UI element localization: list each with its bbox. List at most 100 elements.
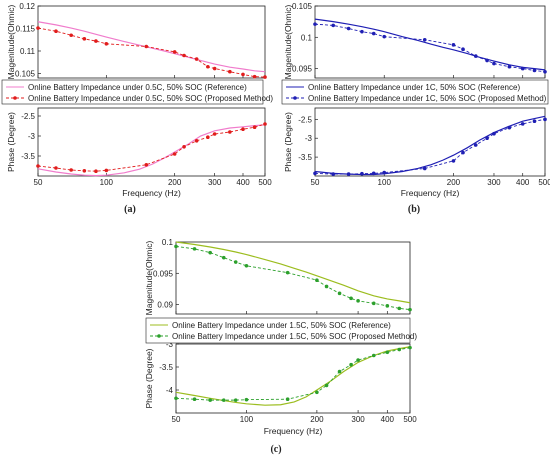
y-tick-label: -3 — [28, 132, 36, 141]
x-tick-label: 400 — [516, 178, 530, 187]
data-point — [244, 397, 249, 402]
data-point — [451, 43, 456, 47]
data-point — [492, 61, 496, 66]
chart-caption: (a) — [124, 204, 136, 215]
y-tick-label: 0.095 — [292, 65, 313, 74]
data-point — [252, 125, 257, 129]
x-tick-label: 400 — [236, 178, 250, 187]
x-tick-label: 400 — [381, 415, 395, 424]
data-point — [94, 39, 98, 43]
y-tick-label: -3.5 — [298, 153, 312, 162]
data-point — [221, 398, 226, 402]
data-point — [212, 132, 217, 136]
data-point — [174, 244, 178, 249]
data-point — [228, 130, 232, 134]
chart-a: 0.120.1150.110.105Magenitude(Ohmic)-2.5-… — [1, 2, 273, 215]
y-tick-label: -4 — [166, 386, 174, 395]
data-point — [315, 278, 319, 282]
x-tick-label: 300 — [487, 178, 501, 187]
data-point — [331, 172, 336, 176]
y-tick-label: -2.5 — [298, 115, 312, 124]
data-point — [36, 26, 40, 30]
legend-entry: Online Battery Impedance under 1C, 50% S… — [308, 83, 520, 92]
data-point — [331, 23, 336, 28]
x-tick-label: 500 — [538, 178, 550, 187]
y-tick-label: 0.12 — [19, 2, 35, 11]
reference-series-line — [37, 21, 266, 73]
legend-entry: Online Battery Impedance under 0.5C, 50%… — [28, 94, 273, 103]
data-point — [346, 172, 351, 176]
data-point — [313, 22, 317, 26]
data-point — [54, 29, 58, 33]
data-point — [82, 169, 87, 173]
data-point — [422, 166, 427, 171]
data-point — [520, 66, 525, 71]
y-tick-label: 0.1 — [162, 238, 174, 247]
x-tick-label: 500 — [403, 415, 417, 424]
data-point — [233, 398, 238, 402]
data-point — [532, 119, 537, 124]
data-point — [194, 139, 199, 143]
y-axis-label: Phase (Degree) — [6, 112, 16, 172]
data-point — [492, 131, 496, 136]
data-point — [349, 362, 353, 367]
data-point — [263, 122, 267, 126]
data-point — [82, 37, 87, 41]
data-point — [473, 143, 478, 147]
data-point — [337, 369, 342, 374]
y-tick-label: 0.095 — [153, 269, 174, 278]
y-axis-label: Magenitude(Ohmic) — [144, 241, 154, 316]
data-point — [371, 353, 376, 358]
legend: Online Battery Impedance under 1C, 50% S… — [281, 79, 549, 105]
data-point — [182, 145, 186, 149]
data-point — [356, 358, 360, 362]
y-tick-label: 0.11 — [20, 47, 36, 56]
y-tick-label: -3 — [166, 340, 174, 349]
x-tick-label: 50 — [311, 178, 320, 187]
data-point — [360, 29, 364, 34]
data-point — [313, 171, 317, 176]
data-point — [543, 117, 547, 122]
data-point — [385, 304, 390, 308]
x-tick-label: 100 — [100, 178, 114, 187]
data-point — [104, 168, 109, 173]
data-point — [356, 299, 360, 303]
data-point — [144, 163, 149, 167]
legend-marker — [293, 96, 297, 100]
data-point — [221, 255, 226, 260]
x-tick-label: 300 — [208, 178, 222, 187]
data-point — [385, 350, 390, 355]
data-point — [461, 47, 465, 51]
data-point — [371, 31, 376, 36]
y-tick-label: -3 — [305, 134, 313, 143]
x-tick-label: 100 — [240, 415, 254, 424]
plot-frame — [37, 5, 266, 79]
data-point — [324, 284, 329, 289]
data-point — [507, 64, 512, 69]
data-point — [36, 164, 40, 168]
data-point — [208, 250, 212, 255]
x-tick-label: 200 — [447, 178, 461, 187]
legend-box — [1, 79, 264, 105]
data-point — [507, 125, 512, 130]
data-point — [349, 296, 353, 301]
data-point — [315, 390, 319, 395]
data-point — [263, 75, 267, 79]
legend: Online Battery Impedance under 0.5C, 50%… — [1, 79, 273, 105]
data-point — [360, 171, 364, 176]
data-point — [485, 58, 489, 63]
data-point — [94, 169, 98, 173]
proposed-series-line — [175, 347, 411, 401]
y-tick-label: 0.1 — [301, 33, 313, 42]
x-tick-label: 200 — [168, 178, 182, 187]
proposed-series-line — [37, 27, 266, 78]
y-axis-label: Phase (Degree) — [144, 348, 154, 408]
proposed-series-line — [37, 123, 266, 172]
data-point — [241, 72, 245, 77]
y-axis-label: Magenitude(Ohmic) — [6, 5, 16, 80]
